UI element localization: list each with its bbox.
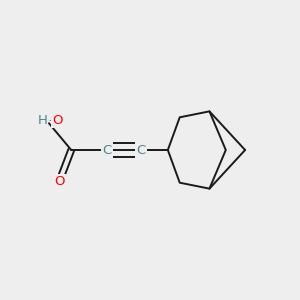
Text: O: O (52, 114, 62, 128)
Text: C: C (136, 143, 146, 157)
Text: O: O (54, 175, 64, 188)
Text: C: C (102, 143, 112, 157)
Text: -: - (48, 114, 53, 128)
Text: H: H (38, 114, 47, 128)
